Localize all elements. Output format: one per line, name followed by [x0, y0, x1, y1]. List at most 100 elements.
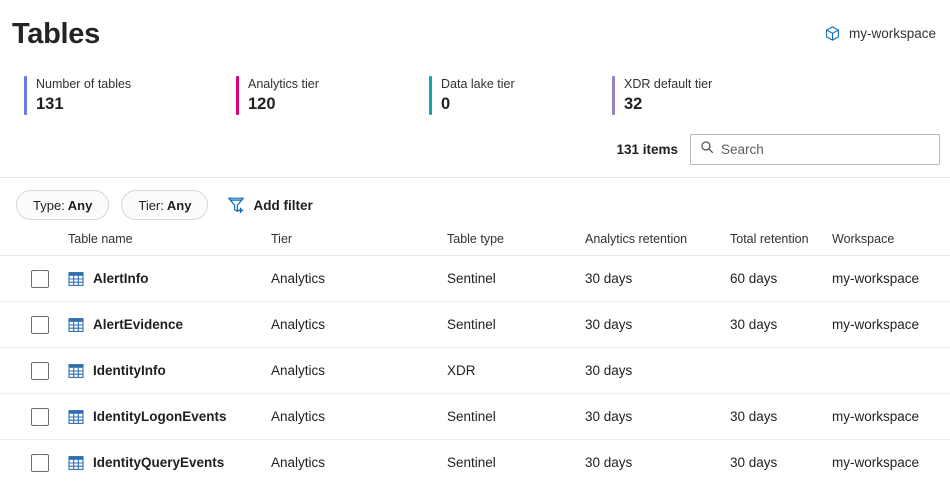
table-grid-icon: [68, 455, 84, 471]
row-checkbox[interactable]: [31, 407, 49, 426]
table-row[interactable]: IdentityLogonEvents Analytics Sentinel 3…: [0, 393, 950, 440]
filter-pill-tier-prefix: Tier:: [138, 197, 164, 213]
row-total-retention: [730, 348, 832, 394]
table-name-link[interactable]: AlertEvidence: [93, 317, 184, 332]
metric-analytics-tier: Analytics tier 120: [236, 76, 429, 122]
table-name-link[interactable]: IdentityLogonEvents: [93, 409, 227, 424]
table-header-row: Table name Tier Table type Analytics ret…: [0, 232, 950, 256]
page-title: Tables: [12, 17, 100, 50]
column-header-table-name[interactable]: Table name: [68, 232, 133, 246]
column-header-workspace[interactable]: Workspace: [832, 232, 895, 246]
row-name-cell: IdentityQueryEvents: [68, 440, 271, 486]
table-body: AlertInfo Analytics Sentinel 30 days 60 …: [0, 255, 950, 486]
row-type: Sentinel: [447, 317, 496, 332]
row-tier: Analytics: [271, 363, 326, 378]
search-toolbar: 131 items: [0, 122, 950, 177]
metric-data-lake-tier: Data lake tier 0: [429, 76, 612, 122]
table-row[interactable]: AlertEvidence Analytics Sentinel 30 days…: [0, 301, 950, 348]
filter-pill-type-value: Any: [67, 197, 93, 213]
filter-bar: Type: Any Tier: Any Add filter: [0, 178, 950, 232]
table-grid-icon: [68, 317, 84, 333]
cube-icon: [824, 25, 841, 42]
metric-label: XDR default tier: [624, 77, 713, 91]
row-analytics-retention: 30 days: [585, 317, 633, 332]
workspace-indicator[interactable]: my-workspace: [824, 21, 936, 42]
metric-xdr-default-tier: XDR default tier 32: [612, 76, 812, 122]
row-name-cell: IdentityInfo: [68, 348, 271, 394]
row-select-cell: [0, 302, 68, 348]
search-input[interactable]: [721, 142, 930, 157]
row-checkbox[interactable]: [31, 361, 49, 380]
row-workspace: my-workspace: [832, 317, 920, 332]
add-filter-label: Add filter: [253, 197, 313, 213]
row-tier: Analytics: [271, 317, 326, 332]
filter-pill-type[interactable]: Type: Any: [16, 190, 110, 220]
workspace-name: my-workspace: [848, 25, 936, 41]
metric-value: 32: [624, 95, 643, 113]
table-grid-icon: [68, 409, 84, 425]
search-box[interactable]: [690, 134, 940, 165]
row-select-cell: [0, 394, 68, 440]
column-header-table-type[interactable]: Table type: [447, 232, 504, 246]
table-row[interactable]: AlertInfo Analytics Sentinel 30 days 60 …: [0, 255, 950, 302]
table-grid-icon: [68, 363, 84, 379]
row-checkbox[interactable]: [31, 453, 49, 472]
metric-accent-bar: [612, 76, 615, 115]
filter-add-icon: [226, 195, 246, 215]
row-workspace: [832, 348, 950, 394]
table-row[interactable]: IdentityInfo Analytics XDR 30 days: [0, 347, 950, 394]
items-count: 131 items: [616, 142, 678, 157]
row-type: Sentinel: [447, 271, 496, 286]
row-tier: Analytics: [271, 271, 326, 286]
metrics-summary: Number of tables 131 Analytics tier 120 …: [0, 62, 950, 122]
metric-accent-bar: [24, 76, 27, 115]
table-name-link[interactable]: IdentityQueryEvents: [93, 455, 225, 471]
row-name-cell: AlertEvidence: [68, 302, 271, 348]
row-analytics-retention: 30 days: [585, 455, 633, 471]
row-type: XDR: [447, 363, 476, 378]
filter-pill-tier[interactable]: Tier: Any: [121, 190, 209, 220]
table-name-link[interactable]: AlertInfo: [93, 271, 149, 286]
row-total-retention: 30 days: [730, 409, 778, 424]
row-workspace: my-workspace: [832, 409, 920, 424]
row-tier: Analytics: [271, 455, 326, 471]
row-select-cell: [0, 348, 68, 394]
row-select-cell: [0, 440, 68, 486]
row-total-retention: 30 days: [730, 455, 778, 471]
page-header: Tables my-workspace: [0, 0, 950, 62]
row-total-retention: 60 days: [730, 271, 778, 286]
table-row[interactable]: IdentityQueryEvents Analytics Sentinel 3…: [0, 439, 950, 486]
metric-accent-bar: [429, 76, 432, 115]
metric-value: 0: [441, 95, 451, 113]
row-name-cell: AlertInfo: [68, 256, 271, 302]
row-analytics-retention: 30 days: [585, 409, 633, 424]
row-workspace: my-workspace: [832, 271, 920, 286]
table-name-link[interactable]: IdentityInfo: [93, 363, 166, 378]
column-header-total-retention[interactable]: Total retention: [730, 232, 809, 246]
column-header-tier[interactable]: Tier: [271, 232, 293, 246]
row-checkbox[interactable]: [31, 269, 49, 288]
row-checkbox[interactable]: [31, 315, 49, 334]
add-filter-button[interactable]: Add filter: [226, 195, 313, 215]
row-select-cell: [0, 256, 68, 302]
metric-value: 120: [248, 95, 276, 113]
metric-accent-bar: [236, 76, 239, 115]
row-analytics-retention: 30 days: [585, 271, 633, 286]
row-workspace: my-workspace: [832, 455, 920, 471]
toolbar-divider: [0, 177, 950, 178]
row-analytics-retention: 30 days: [585, 363, 633, 378]
metric-label: Analytics tier: [248, 77, 319, 91]
tables-list: Table name Tier Table type Analytics ret…: [0, 232, 950, 486]
column-header-analytics-retention[interactable]: Analytics retention: [585, 232, 688, 246]
row-tier: Analytics: [271, 409, 326, 424]
metric-value: 131: [36, 95, 64, 113]
search-icon: [700, 140, 714, 159]
table-grid-icon: [68, 271, 84, 287]
filter-pill-type-prefix: Type:: [33, 197, 65, 213]
column-header-select: [0, 232, 68, 256]
row-name-cell: IdentityLogonEvents: [68, 394, 271, 440]
row-type: Sentinel: [447, 409, 496, 424]
metric-label: Number of tables: [36, 77, 132, 91]
filter-pill-tier-value: Any: [166, 197, 192, 213]
